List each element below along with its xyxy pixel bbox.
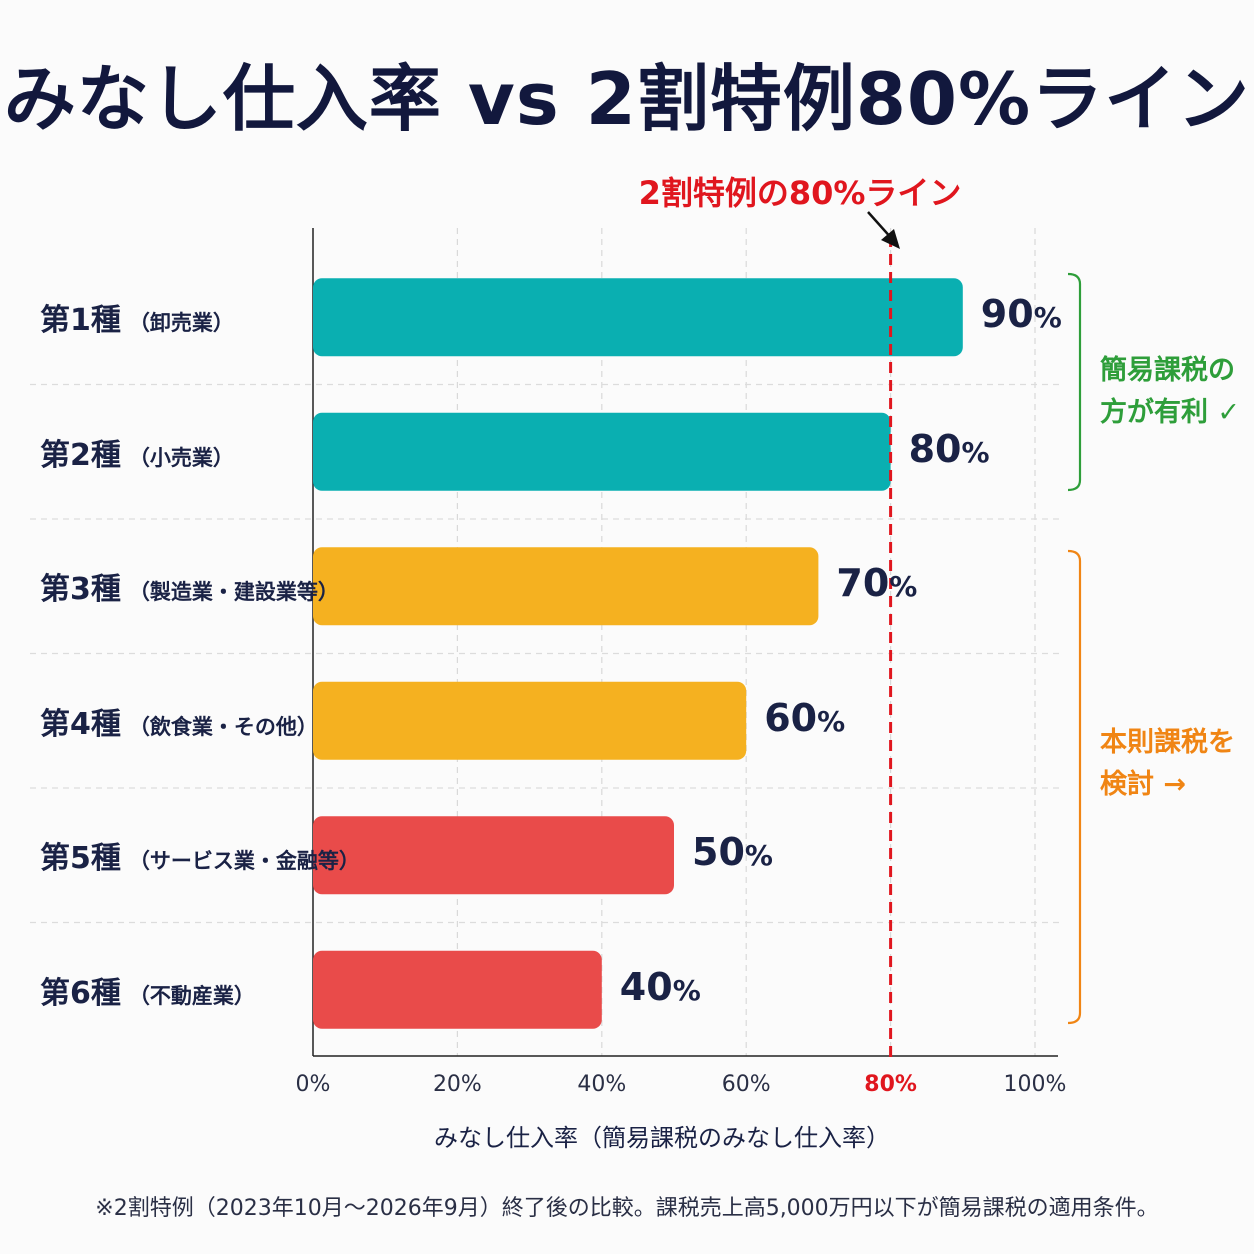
category-main: 第6種 <box>40 975 121 1011</box>
category-label: 第2種 （小売業） <box>40 430 234 474</box>
x-tick-label: 20% <box>432 1072 482 1097</box>
x-tick-label: 60% <box>721 1072 771 1097</box>
value-label: 70% <box>836 561 918 606</box>
bar <box>313 816 674 895</box>
principle-note-line-1: 本則課税を <box>1100 727 1235 758</box>
simplified-advantage-note: 簡易課税の 方が有利 ✓ <box>1100 350 1250 434</box>
value-label: 90% <box>980 292 1062 337</box>
bar <box>313 950 602 1029</box>
x-tick-label: 40% <box>577 1072 627 1097</box>
value-label: 50% <box>692 830 773 875</box>
value-label: 40% <box>619 964 701 1009</box>
principle-taxation-note: 本則課税を 検討 → <box>1100 722 1250 806</box>
threshold-annotation: 2割特例の80%ライン <box>638 174 962 212</box>
category-sub: （サービス業・金融等） <box>128 849 360 874</box>
simplified-note-line-1: 簡易課税の <box>1100 355 1235 386</box>
page-title: みなし仕入率 vs 2割特例80%ライン <box>3 57 1251 141</box>
x-axis-label: みなし仕入率（簡易課税のみなし仕入率） <box>434 1124 890 1152</box>
advantage-bracket <box>1067 272 1082 492</box>
bar <box>313 547 819 626</box>
category-sub: （小売業） <box>128 445 234 470</box>
category-sub: （不動産業） <box>128 983 255 1008</box>
footnote: ※2割特例（2023年10月〜2026年9月）終了後の比較。課税売上高5,000… <box>95 1196 1159 1221</box>
principle-note-line-2: 検討 → <box>1100 769 1187 800</box>
bar <box>313 412 891 491</box>
x-tick-label: 100% <box>1003 1072 1067 1097</box>
principle-bracket <box>1067 549 1082 1025</box>
brackets <box>1067 272 1082 1025</box>
bar <box>313 278 963 357</box>
category-main: 第3種 <box>40 572 121 608</box>
simplified-note-line-2: 方が有利 ✓ <box>1100 397 1241 428</box>
category-label: 第4種 （飲食業・その他） <box>40 699 318 743</box>
category-main: 第4種 <box>40 706 121 742</box>
value-label: 80% <box>908 426 990 471</box>
category-sub: （卸売業） <box>128 311 234 336</box>
category-label: 第6種 （不動産業） <box>40 968 255 1012</box>
x-tick-label: 0% <box>295 1072 331 1097</box>
category-label: 第3種 （製造業・建設業等） <box>40 564 339 608</box>
category-main: 第5種 <box>40 841 121 877</box>
x-tick-label: 80% <box>864 1072 917 1097</box>
threshold-arrowhead <box>881 229 900 249</box>
threshold-layer <box>867 211 900 1060</box>
category-sub: （飲食業・その他） <box>128 714 318 739</box>
category-label: 第5種 （サービス業・金融等） <box>40 833 360 877</box>
category-sub: （製造業・建設業等） <box>128 580 339 605</box>
category-main: 第2種 <box>40 437 121 473</box>
category-label: 第1種 （卸売業） <box>40 295 234 339</box>
value-label: 60% <box>764 695 846 740</box>
bar <box>313 681 747 760</box>
bars <box>313 278 963 1029</box>
category-main: 第1種 <box>40 303 121 339</box>
